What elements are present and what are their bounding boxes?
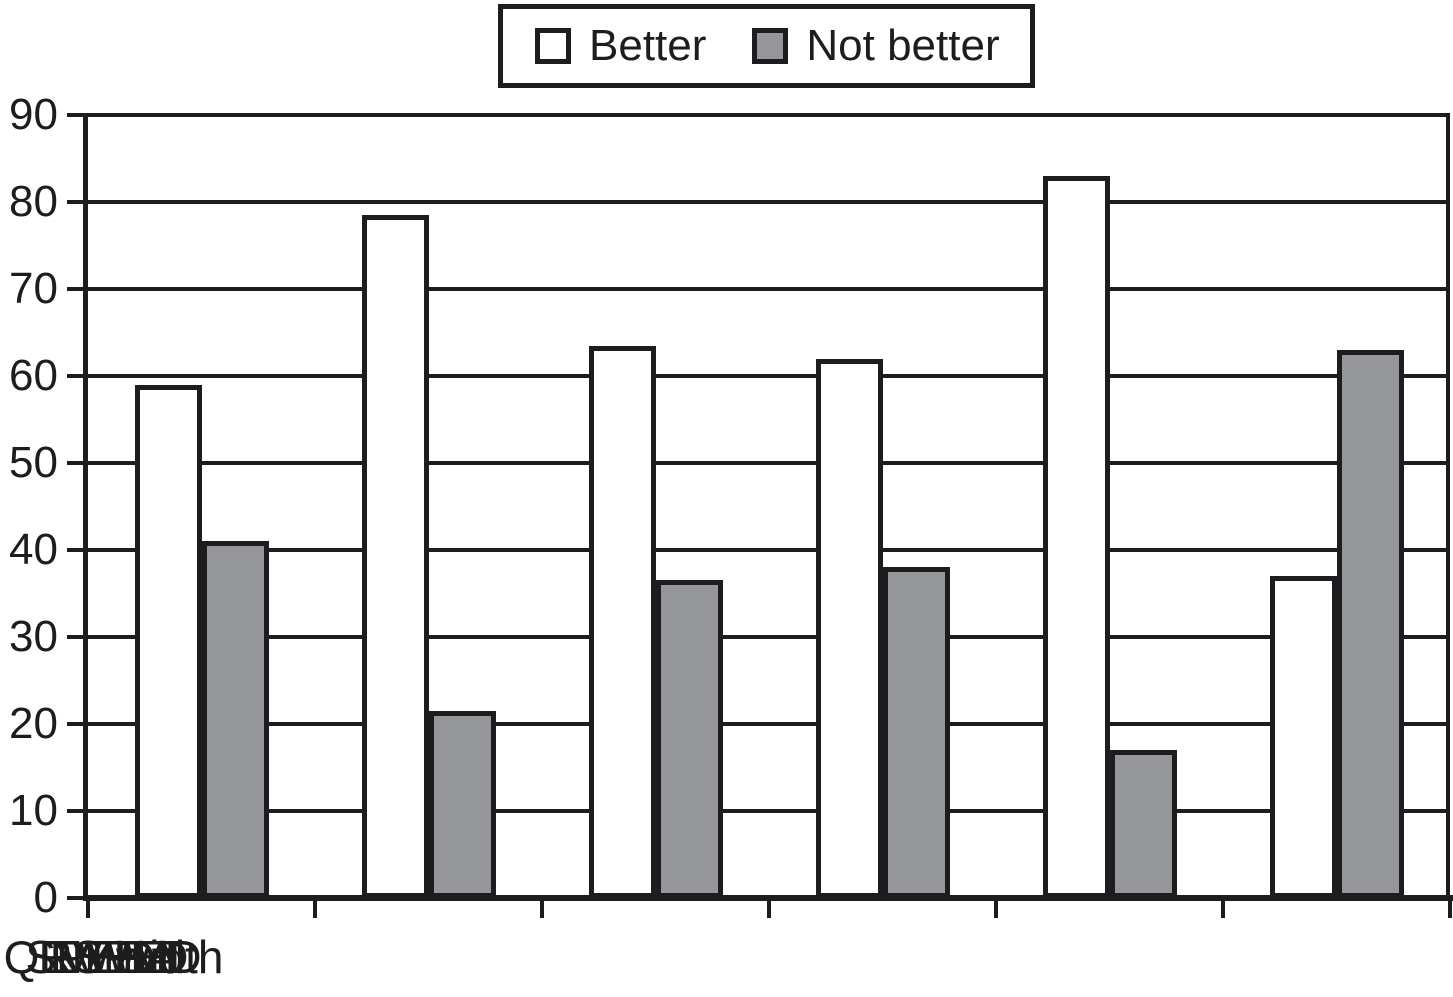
y-axis-tick bbox=[67, 461, 83, 465]
plot-area bbox=[67, 113, 1453, 918]
gridline bbox=[88, 548, 1450, 552]
y-axis-tick-label: 90 bbox=[9, 90, 58, 139]
bar-better-spwmd bbox=[1042, 176, 1110, 898]
bar-better-nyha bbox=[361, 215, 429, 898]
gridline bbox=[88, 461, 1450, 465]
bar-not-better-lvpei bbox=[882, 567, 950, 898]
gridline bbox=[88, 200, 1450, 204]
bar-better-qrs-width bbox=[588, 346, 656, 898]
legend-label-better: Better bbox=[589, 21, 707, 70]
x-axis-category-label: LVEDD bbox=[38, 931, 189, 983]
y-axis-tick-label: 30 bbox=[9, 612, 58, 661]
x-axis-category-label: EF bbox=[84, 931, 143, 983]
x-axis-tick bbox=[767, 898, 771, 918]
bar-better-ef bbox=[134, 385, 202, 898]
legend-item-not-better: Not better bbox=[752, 21, 1000, 70]
x-axis-tick bbox=[86, 898, 90, 918]
y-axis-tick bbox=[67, 113, 83, 117]
y-axis-tick-label: 70 bbox=[9, 264, 58, 313]
not-better-swatch-icon bbox=[752, 28, 789, 64]
bar-not-better-nyha bbox=[428, 711, 496, 898]
x-axis-category-label: SPWMD bbox=[25, 931, 202, 983]
bar-not-better-qrs-width bbox=[655, 580, 723, 898]
better-swatch-icon bbox=[535, 28, 571, 64]
y-axis-tick bbox=[67, 287, 83, 291]
y-axis-tick bbox=[67, 809, 83, 813]
legend: Better Not better bbox=[498, 4, 1035, 88]
y-axis-tick bbox=[67, 896, 83, 900]
y-axis-tick bbox=[67, 635, 83, 639]
x-axis-category-label: NYHA bbox=[49, 931, 178, 983]
y-axis-tick bbox=[67, 722, 83, 726]
y-axis-tick bbox=[67, 200, 83, 204]
y-axis-tick-label: 80 bbox=[9, 177, 58, 226]
y-axis-tick-label: 10 bbox=[9, 786, 58, 835]
x-axis-tick bbox=[994, 898, 998, 918]
gridline bbox=[88, 809, 1450, 813]
legend-label-not-better: Not better bbox=[806, 21, 1000, 70]
bar-not-better-spwmd bbox=[1109, 750, 1177, 898]
y-axis-tick bbox=[67, 374, 83, 378]
gridline bbox=[88, 722, 1450, 726]
plot-right-border bbox=[1446, 113, 1450, 898]
bar-better-lvedd bbox=[1269, 576, 1337, 898]
bar-not-better-lvedd bbox=[1336, 350, 1404, 898]
gridline bbox=[88, 374, 1450, 378]
x-axis-tick bbox=[1448, 898, 1452, 918]
y-axis-tick-label: 20 bbox=[9, 699, 58, 748]
x-axis-category-label: QRS width bbox=[3, 931, 224, 983]
x-axis-category-label: LVPEI bbox=[50, 931, 177, 983]
x-axis-tick bbox=[540, 898, 544, 918]
bar-better-lvpei bbox=[815, 359, 883, 898]
x-axis-tick bbox=[1221, 898, 1225, 918]
x-axis-tick bbox=[313, 898, 317, 918]
y-axis-tick-label: 0 bbox=[33, 873, 58, 922]
legend-item-better: Better bbox=[535, 24, 706, 68]
y-axis-tick bbox=[67, 548, 83, 552]
y-axis-tick-label: 40 bbox=[9, 525, 58, 574]
gridline bbox=[88, 287, 1450, 291]
gridline bbox=[88, 113, 1450, 117]
bar-not-better-ef bbox=[201, 541, 269, 898]
gridline bbox=[88, 635, 1450, 639]
y-axis-tick-label: 50 bbox=[9, 438, 58, 487]
y-axis-line bbox=[83, 113, 88, 901]
x-axis-line bbox=[83, 895, 1453, 901]
y-axis-tick-label: 60 bbox=[9, 351, 58, 400]
